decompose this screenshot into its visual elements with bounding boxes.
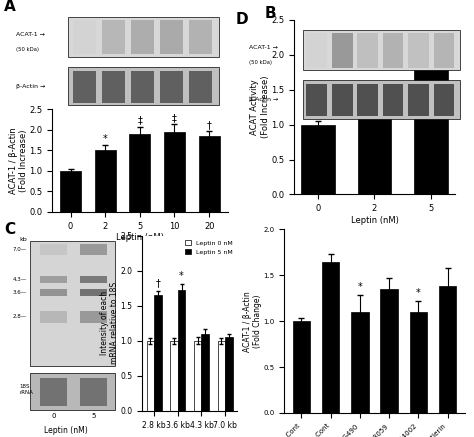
Bar: [306, 84, 327, 116]
Bar: [131, 71, 154, 103]
Bar: [199, 136, 219, 212]
Text: 4.3—: 4.3—: [12, 277, 27, 282]
Legend: Leptin 0 nM, Leptin 5 nM: Leptin 0 nM, Leptin 5 nM: [183, 239, 234, 256]
Bar: [383, 84, 403, 116]
Bar: [160, 20, 183, 55]
Bar: [40, 244, 67, 256]
Y-axis label: ACAT-1 / β-Actin
(Fold Change): ACAT-1 / β-Actin (Fold Change): [243, 291, 262, 352]
Bar: [357, 33, 378, 68]
Bar: [332, 84, 353, 116]
Bar: [303, 80, 460, 118]
Text: kb: kb: [19, 237, 27, 242]
Y-axis label: Intensity of each
mRNA relative to 18S: Intensity of each mRNA relative to 18S: [100, 282, 119, 364]
Text: (50 kDa): (50 kDa): [16, 47, 39, 52]
Text: ACAT-1 →: ACAT-1 →: [16, 32, 45, 37]
Text: B: B: [265, 6, 276, 21]
Text: *: *: [416, 288, 421, 298]
Bar: [439, 286, 456, 413]
Bar: [80, 311, 107, 323]
Text: Leptin (nM): Leptin (nM): [45, 426, 88, 435]
Bar: [164, 132, 185, 212]
Bar: [190, 71, 212, 103]
Bar: [190, 20, 212, 55]
Bar: [154, 295, 162, 411]
Bar: [40, 311, 67, 323]
Bar: [292, 321, 310, 413]
Text: 18S
rRNA: 18S rRNA: [19, 384, 33, 395]
Bar: [408, 84, 429, 116]
Bar: [160, 71, 183, 103]
Bar: [303, 30, 460, 70]
Text: *: *: [103, 134, 108, 144]
Text: 3.6—: 3.6—: [12, 290, 27, 295]
Bar: [40, 276, 67, 283]
Text: ‡: ‡: [172, 113, 177, 123]
Bar: [80, 288, 107, 296]
Text: 7.0—: 7.0—: [12, 247, 27, 253]
Text: ‡: ‡: [137, 115, 142, 125]
Y-axis label: ACAT Activity
(Fold Increase): ACAT Activity (Fold Increase): [250, 76, 270, 139]
Bar: [102, 20, 125, 55]
Bar: [218, 341, 225, 411]
Bar: [383, 33, 403, 68]
Text: †: †: [155, 278, 160, 288]
Bar: [225, 337, 233, 411]
Text: A: A: [4, 0, 16, 14]
Bar: [30, 241, 115, 366]
Text: †: †: [207, 120, 211, 130]
Bar: [322, 261, 339, 413]
Bar: [146, 341, 154, 411]
Y-axis label: ACAT-1 / β-Actin
(Fold Increase): ACAT-1 / β-Actin (Fold Increase): [9, 127, 28, 194]
Bar: [73, 71, 96, 103]
Text: β-Actin →: β-Actin →: [16, 83, 46, 89]
Bar: [131, 20, 154, 55]
Bar: [102, 71, 125, 103]
Text: *: *: [179, 271, 184, 281]
Bar: [357, 98, 392, 194]
Bar: [73, 20, 96, 55]
Bar: [170, 341, 178, 411]
Bar: [410, 312, 427, 413]
X-axis label: Leptin (nM): Leptin (nM): [350, 216, 399, 225]
Text: *: *: [357, 282, 362, 292]
Text: C: C: [4, 222, 15, 237]
Bar: [68, 67, 219, 105]
Bar: [80, 378, 107, 406]
Bar: [434, 33, 455, 68]
Text: 5: 5: [91, 413, 96, 420]
Text: D: D: [236, 12, 248, 27]
Bar: [60, 171, 81, 212]
Bar: [357, 84, 378, 116]
Text: ACAT-1 →: ACAT-1 →: [249, 45, 278, 50]
Bar: [30, 373, 115, 409]
Bar: [40, 378, 67, 406]
Text: 0: 0: [52, 413, 56, 420]
Bar: [40, 288, 67, 296]
Text: β-Actin →: β-Actin →: [249, 97, 278, 102]
Text: (50 kDa): (50 kDa): [249, 60, 272, 65]
Bar: [380, 289, 398, 413]
Bar: [194, 341, 201, 411]
Bar: [95, 150, 116, 212]
Bar: [351, 312, 369, 413]
Bar: [201, 334, 209, 411]
Bar: [408, 33, 429, 68]
Bar: [178, 290, 185, 411]
Bar: [332, 33, 353, 68]
Text: *: *: [428, 48, 433, 58]
Bar: [301, 125, 335, 194]
Bar: [306, 33, 327, 68]
Bar: [434, 84, 455, 116]
Text: 2.8—: 2.8—: [12, 315, 27, 319]
Bar: [129, 134, 150, 212]
Bar: [68, 17, 219, 57]
X-axis label: Leptin (nM): Leptin (nM): [116, 233, 164, 243]
Bar: [414, 69, 448, 194]
Bar: [80, 276, 107, 283]
Bar: [80, 244, 107, 256]
